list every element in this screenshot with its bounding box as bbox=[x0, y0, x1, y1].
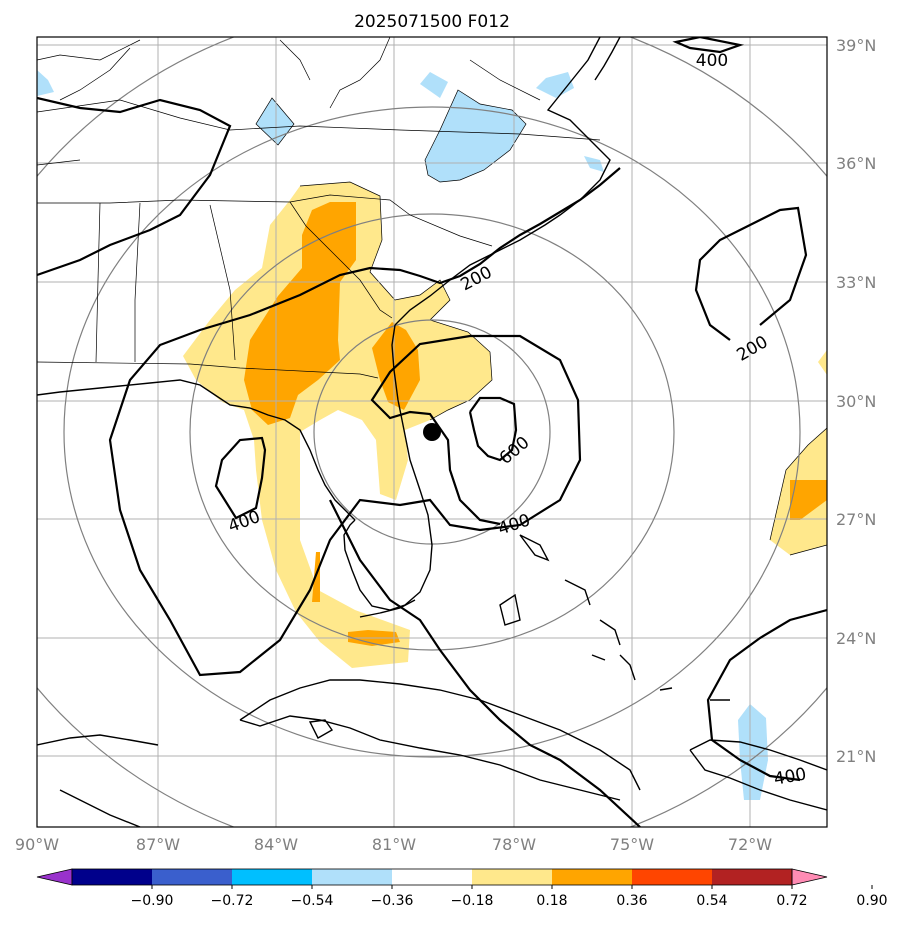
lon-label: 75°W bbox=[610, 835, 654, 854]
contour-label: 400 bbox=[696, 51, 728, 71]
lon-label: 78°W bbox=[492, 835, 536, 854]
height-contours bbox=[37, 37, 827, 827]
colorbar-bin bbox=[632, 869, 712, 885]
colorbar: −0.90 −0.72 −0.54 −0.36 −0.18 0.18 0.36 0.54 0.7… bbox=[36, 868, 888, 909]
shading-outlines bbox=[255, 89, 827, 556]
colorbar-tick-label: −0.18 bbox=[451, 893, 494, 909]
lon-label: 87°W bbox=[136, 835, 180, 854]
lat-label: 27°N bbox=[836, 510, 876, 529]
coastlines bbox=[37, 37, 827, 827]
colorbar-tick-label: −0.36 bbox=[371, 893, 414, 909]
colorbar-bin bbox=[152, 869, 232, 885]
colorbar-bin bbox=[472, 869, 552, 885]
lon-label: 84°W bbox=[254, 835, 298, 854]
shading-light-blue bbox=[37, 70, 768, 800]
colorbar-bin bbox=[232, 869, 312, 885]
storm-center-marker bbox=[423, 423, 441, 441]
colorbar-bin bbox=[392, 869, 472, 885]
colorbar-tick-label: 0.54 bbox=[696, 893, 727, 909]
map-frame bbox=[36, 36, 828, 828]
colorbar-tick-label: 0.18 bbox=[536, 893, 567, 909]
colorbar-bin bbox=[712, 869, 792, 885]
lat-label: 39°N bbox=[836, 36, 876, 55]
lon-label: 90°W bbox=[15, 835, 59, 854]
lon-label: 81°W bbox=[372, 835, 416, 854]
colorbar-bin bbox=[72, 869, 152, 885]
colorbar-bin bbox=[552, 869, 632, 885]
lat-label: 30°N bbox=[836, 392, 876, 411]
colorbar-tick-label: −0.72 bbox=[211, 893, 254, 909]
lat-label: 33°N bbox=[836, 273, 876, 292]
lat-label: 24°N bbox=[836, 629, 876, 648]
state-boundaries bbox=[37, 37, 601, 379]
latitude-labels: 39°N 36°N 33°N 30°N 27°N 24°N 21°N bbox=[836, 36, 876, 766]
colorbar-tick-label: 0.90 bbox=[856, 893, 887, 909]
map-title: 2025071500 F012 bbox=[354, 12, 510, 32]
lat-label: 21°N bbox=[836, 747, 876, 766]
colorbar-tick-label: −0.54 bbox=[291, 893, 334, 909]
longitude-labels: 90°W 87°W 84°W 81°W 78°W 75°W 72°W bbox=[15, 835, 772, 854]
colorbar-extend-high bbox=[791, 868, 828, 886]
colorbar-tick-label: 0.36 bbox=[616, 893, 647, 909]
lon-label: 72°W bbox=[728, 835, 772, 854]
colorbar-bin bbox=[312, 869, 392, 885]
lat-label: 36°N bbox=[836, 154, 876, 173]
colorbar-tick-label: 0.72 bbox=[776, 893, 807, 909]
colorbar-extend-low bbox=[36, 868, 73, 886]
colorbar-tick-label: −0.90 bbox=[131, 893, 174, 909]
colorbar-frame bbox=[71, 868, 793, 886]
